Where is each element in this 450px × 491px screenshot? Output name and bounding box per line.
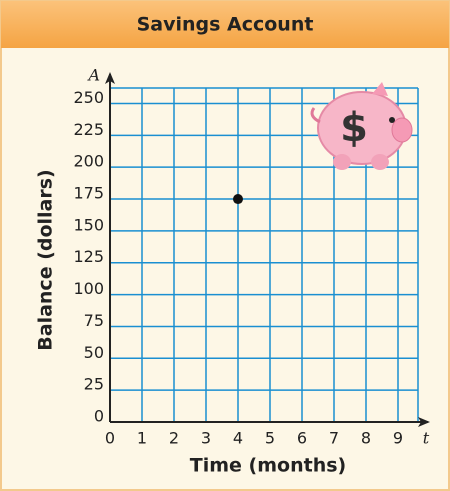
- y-tick-label: 125: [73, 247, 104, 266]
- svg-text:$: $: [340, 105, 368, 151]
- x-tick-label: 8: [361, 429, 371, 448]
- x-tick-label: 9: [393, 429, 403, 448]
- panel: [1, 1, 449, 490]
- y-tick-label: 100: [73, 279, 104, 298]
- y-tick-label: 175: [73, 184, 104, 203]
- x-tick-label: 4: [233, 429, 243, 448]
- x-tick-label: 6: [297, 429, 307, 448]
- y-tick-label: 25: [84, 375, 104, 394]
- y-tick-label: 250: [73, 88, 104, 107]
- x-tick-label: 5: [265, 429, 275, 448]
- y-tick-label: 50: [84, 343, 104, 362]
- y-tick-label: 225: [73, 120, 104, 139]
- point: [233, 194, 243, 204]
- y-axis-symbol: A: [86, 66, 100, 85]
- x-axis-title: Time (months): [190, 455, 346, 477]
- chart-title: Savings Account: [137, 14, 314, 36]
- x-tick-label: 2: [169, 429, 179, 448]
- y-axis-title: Balance (dollars): [35, 169, 57, 350]
- x-tick-label: 7: [329, 429, 339, 448]
- y-tick-label: 200: [73, 152, 104, 171]
- chart: Savings Account Time (months) Balance (d…: [0, 0, 450, 491]
- y-tick-label: 75: [84, 311, 104, 330]
- x-tick-label: 0: [105, 429, 115, 448]
- x-tick-label: 1: [137, 429, 147, 448]
- x-axis-symbol: t: [423, 429, 430, 448]
- y-tick-label: 0: [94, 407, 104, 426]
- y-tick-label: 150: [73, 215, 104, 234]
- x-tick-label: 3: [201, 429, 211, 448]
